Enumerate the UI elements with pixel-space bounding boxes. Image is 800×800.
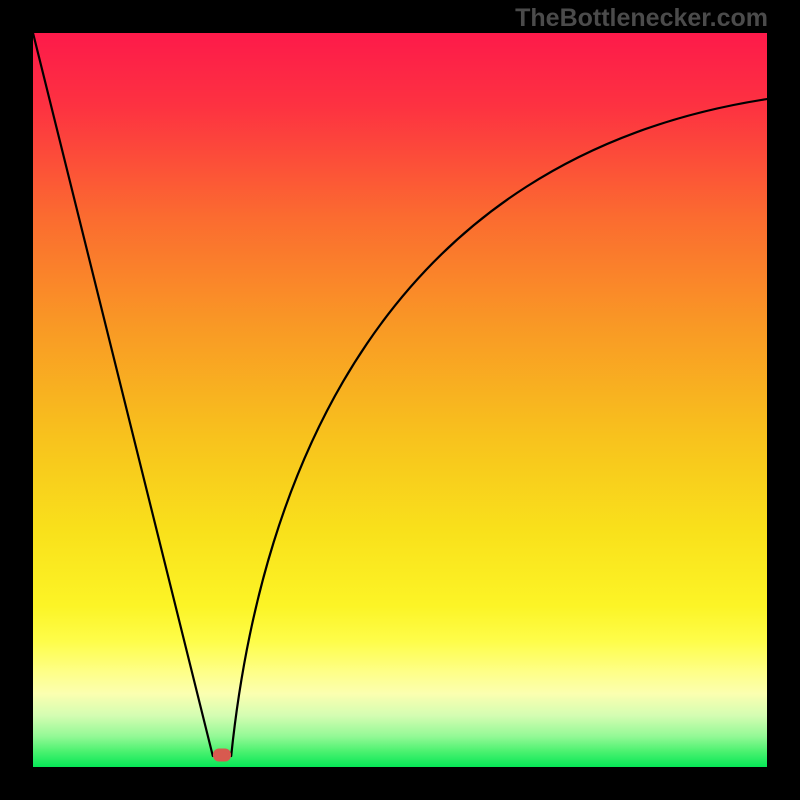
optimal-point-marker xyxy=(213,748,231,761)
bottleneck-curve xyxy=(33,33,767,767)
curve-path xyxy=(33,33,767,756)
plot-area xyxy=(33,33,767,767)
watermark-text: TheBottlenecker.com xyxy=(515,4,768,33)
chart-frame xyxy=(0,0,800,800)
